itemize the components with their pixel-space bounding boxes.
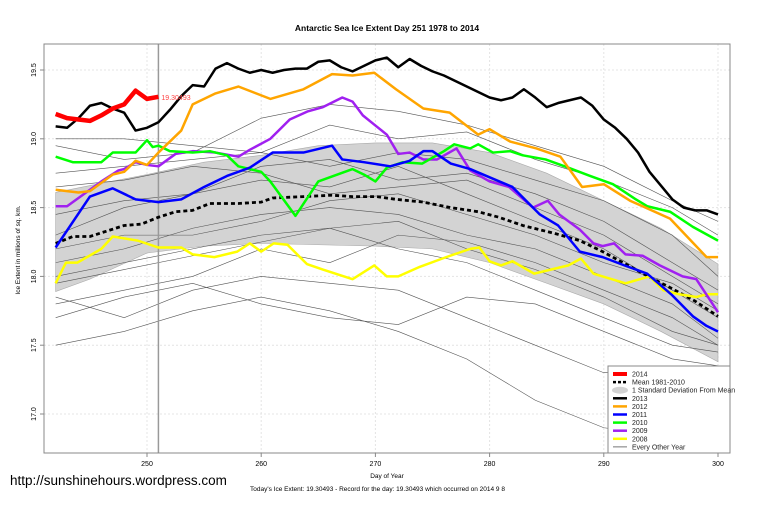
x-tick-label: 280 (484, 461, 496, 468)
y-tick-label: 19.0 (31, 132, 38, 146)
legend-label: 2014 (632, 372, 648, 379)
series-line-2008 (54, 235, 718, 299)
current-value-label: 19.30493 (161, 95, 190, 102)
legend-label: Every Other Year (632, 444, 686, 451)
y-tick-label: 18.0 (31, 269, 38, 283)
other-year-line (55, 234, 719, 346)
series-line-2014 (54, 88, 159, 124)
series-line-2012 (55, 71, 718, 259)
y-axis-label: Ice Extent in millions of sq. km. (15, 205, 22, 294)
series-line-2013 (55, 56, 719, 216)
y-tick-label: 17.0 (31, 407, 38, 421)
x-tick-label: 300 (712, 461, 724, 468)
other-year-line (55, 193, 719, 312)
highlighted-series (54, 56, 720, 333)
legend-label: 2010 (632, 420, 648, 427)
x-tick-label: 260 (255, 461, 267, 468)
plot-frame (43, 43, 731, 454)
series-line-2010 (55, 138, 719, 242)
other-year-line (55, 227, 719, 353)
chart-title: Antarctic Sea Ice Extent Day 251 1978 to… (295, 23, 480, 33)
legend-label: Mean 1981-2010 (632, 380, 685, 387)
x-tick-label: 250 (141, 461, 153, 468)
other-years-lines (55, 104, 719, 437)
summary-text: Today's Ice Extent: 19.30493 - Record fo… (0, 486, 759, 493)
sd-band (55, 142, 719, 363)
x-tick-label: 290 (598, 461, 610, 468)
summary-line: Today's Ice Extent: 19.30493 - Record fo… (250, 486, 505, 493)
other-year-line (55, 104, 719, 222)
legend-label: 2009 (632, 428, 648, 435)
legend-label: 2011 (632, 412, 647, 419)
legend-swatch (612, 386, 628, 394)
series-line-mean-1981-2010 (55, 193, 719, 318)
y-tick-label: 17.5 (31, 338, 38, 352)
y-tick-label: 18.5 (31, 201, 38, 215)
legend-label: 2013 (632, 396, 648, 403)
other-year-line (55, 282, 719, 367)
watermark-url: http://sunshinehours.wordpress.com (10, 473, 227, 488)
other-year-line (55, 221, 719, 346)
other-year-line (55, 166, 719, 305)
legend-box (607, 365, 731, 454)
sd-band-area (55, 142, 719, 363)
legend-label: 2008 (632, 436, 648, 443)
series-line-2011 (54, 144, 719, 333)
y-tick-label: 19.5 (31, 63, 38, 77)
axis-ticks: 250 260 270 280 290 300 17.0 17.5 18.0 18.5 19.0 19… (31, 63, 724, 468)
other-year-line (55, 124, 719, 236)
x-axis-label: Day of Year (370, 473, 404, 480)
other-year-line (55, 159, 719, 291)
other-year-line (55, 166, 719, 318)
legend-label: 1 Standard Deviation From Mean (632, 388, 735, 395)
series-line-2009 (55, 96, 720, 313)
x-tick-label: 270 (370, 461, 382, 468)
legend-label: 2012 (632, 404, 648, 411)
